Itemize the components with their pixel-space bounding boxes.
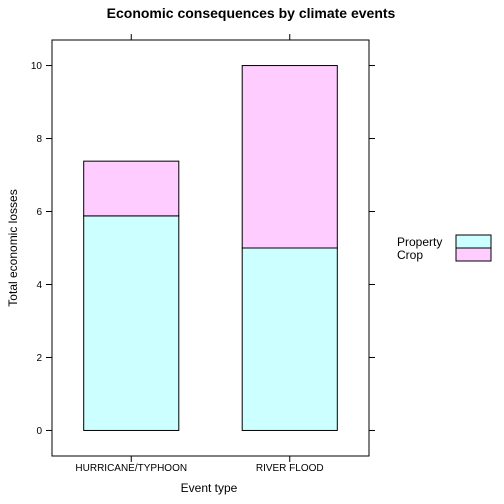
bars-layer [83, 65, 338, 431]
plot-frame [51, 39, 370, 457]
bar-crop-2 [241, 65, 338, 249]
y-tick-label: 4 [36, 280, 42, 291]
legend-swatch-property [455, 234, 492, 249]
y-tick-label: 6 [36, 207, 42, 218]
chart-title: Economic consequences by climate events [107, 5, 396, 21]
y-axis: 0 2 4 6 8 10 [31, 61, 375, 437]
legend-label-property: Property [397, 235, 442, 249]
bar-property-1 [83, 215, 180, 431]
legend-label-crop: Crop [397, 248, 423, 262]
y-tick-label: 2 [36, 353, 42, 364]
x-axis-label: Event type [181, 481, 238, 495]
bar-crop-1 [83, 160, 180, 217]
x-tick-label: RIVER FLOOD [256, 463, 324, 474]
y-axis-label: Total economic losses [6, 189, 20, 306]
legend-swatch-crop [455, 247, 492, 262]
x-axis: HURRICANE/TYPHOON RIVER FLOOD [75, 34, 324, 474]
y-tick-label: 10 [31, 61, 43, 72]
x-tick-label: HURRICANE/TYPHOON [75, 463, 187, 474]
y-tick-label: 8 [36, 134, 42, 145]
y-tick-label: 0 [36, 426, 42, 437]
bar-property-2 [241, 247, 338, 431]
